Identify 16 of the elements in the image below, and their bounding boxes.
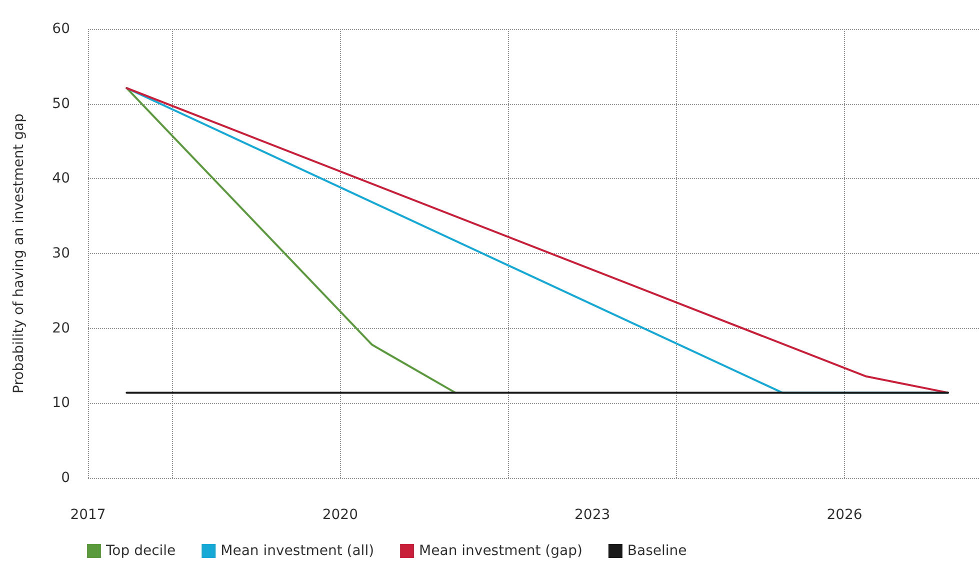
legend-label: Top decile [105, 543, 176, 559]
x-tick-label: 2023 [574, 507, 610, 523]
legend-label: Mean investment (all) [220, 543, 374, 559]
y-axis-title: Probability of having an investment gap [11, 113, 27, 394]
x-tick-label: 2020 [322, 507, 358, 523]
y-tick-label: 10 [52, 395, 70, 412]
y-tick-label: 20 [52, 320, 70, 336]
x-tick-label: 2017 [70, 507, 106, 523]
legend-label: Baseline [627, 543, 687, 559]
y-tick-label: 60 [52, 21, 70, 37]
y-tick-label: 30 [52, 246, 70, 262]
y-tick-label: 0 [61, 470, 70, 486]
x-tick-label: 2026 [826, 507, 862, 523]
legend-label: Mean investment (gap) [419, 543, 582, 559]
y-tick-label: 50 [52, 96, 70, 112]
y-tick-label: 40 [52, 170, 70, 187]
